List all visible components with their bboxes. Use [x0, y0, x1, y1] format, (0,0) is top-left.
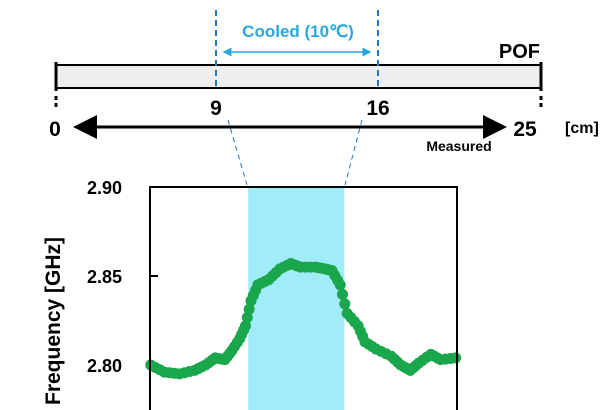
data-point — [241, 312, 253, 324]
fiber-schematic: Cooled (10℃) POF 9 16 0 25 [cm] Measured — [49, 10, 599, 186]
measured-label: Measured — [426, 138, 491, 154]
cool-end-label: 16 — [366, 97, 389, 120]
y-tick-label: 2.85 — [87, 267, 122, 287]
data-point — [239, 320, 251, 332]
cooled-label: Cooled (10℃) — [242, 22, 354, 41]
zoom-guide-right — [344, 119, 363, 186]
data-point — [334, 279, 346, 291]
unit-label: [cm] — [565, 120, 599, 137]
data-point — [337, 288, 349, 300]
y-axis-label: Frequency [GHz] — [42, 237, 65, 405]
start-label: 0 — [49, 118, 61, 141]
data-point — [243, 303, 255, 315]
end-label: 25 — [513, 118, 537, 141]
y-tick-label: 2.90 — [87, 178, 122, 198]
y-tick-label: 2.80 — [87, 356, 122, 376]
data-points — [145, 258, 462, 380]
plot-frame — [149, 186, 458, 410]
zoom-guide-left — [227, 119, 248, 186]
data-point — [450, 352, 462, 364]
chart: 2.90 2.85 2.80 Frequency [GHz] — [42, 178, 462, 410]
pof-fiber — [55, 64, 542, 89]
cool-start-label: 9 — [210, 97, 222, 120]
pof-label: POF — [499, 41, 540, 63]
cooled-region-shading — [248, 187, 345, 410]
data-point — [339, 298, 351, 310]
